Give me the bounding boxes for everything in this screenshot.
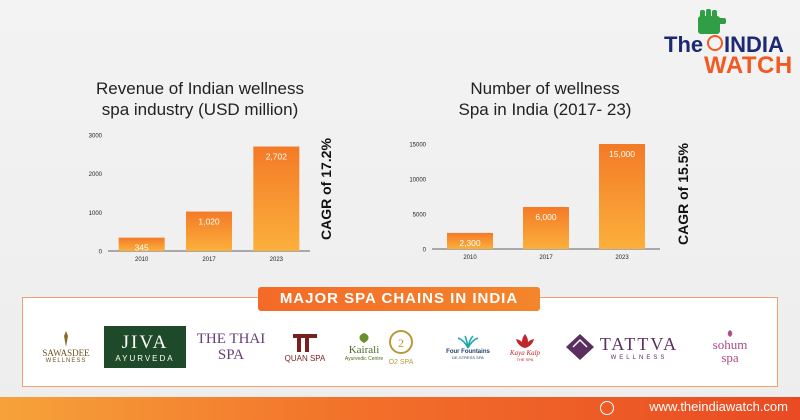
- brand-sub: WELLNESS: [45, 358, 87, 364]
- fountain-icon: [457, 334, 479, 348]
- bar: [599, 144, 645, 249]
- brand-logo-tattva: TATTVA WELLNESS: [556, 326, 686, 368]
- logo-chart-icon: [707, 35, 723, 51]
- x-tick-label: 2017: [539, 255, 553, 261]
- y-tick-label: 5000: [413, 213, 427, 219]
- bar: [447, 232, 493, 249]
- brand-logo-jiva: JIVA AYURVEDA: [104, 326, 186, 368]
- brand-logo-quan-spa: QUAN SPA: [276, 326, 334, 368]
- bar-value-label: 1,020: [198, 217, 220, 227]
- spa-chains-heading: MAJOR SPA CHAINS IN INDIA: [258, 287, 540, 311]
- quan-emblem-icon: [293, 333, 317, 352]
- lotus-small-icon: [727, 330, 733, 337]
- brand-logo-sawasdee: SAWASDEE WELLNESS: [34, 326, 98, 368]
- brand-logo-kaya-kalp: Kaya Kalp THE SPA: [500, 326, 550, 368]
- y-tick-label: 10000: [409, 178, 426, 184]
- bar-value-label: 2,702: [266, 152, 288, 162]
- bar-value-label: 345: [135, 243, 149, 253]
- brand-sub: AYURVEDA: [115, 353, 175, 363]
- brand-logo: The INDIA WATCH: [664, 8, 794, 79]
- globe-icon: [600, 401, 614, 415]
- y-tick-label: 0: [99, 250, 103, 256]
- footer-bar: www.theindiawatch.com: [0, 397, 800, 420]
- logo-watch: WATCH: [704, 52, 793, 79]
- logo-india: INDIA: [724, 32, 784, 57]
- x-tick-label: 2023: [270, 257, 284, 263]
- x-tick-label: 2023: [615, 255, 629, 261]
- footer-website-link[interactable]: www.theindiawatch.com: [649, 399, 788, 414]
- brand-name: SAWASDEE: [42, 348, 90, 358]
- svg-text:2: 2: [398, 336, 404, 350]
- bar-value-label: 2,300: [459, 238, 481, 248]
- x-tick-label: 2017: [202, 257, 216, 263]
- logo-the: The: [664, 32, 704, 57]
- dancer-icon: [64, 331, 68, 347]
- brand-logo-o2-spa: 2 O2 SPA: [386, 326, 416, 368]
- leaf-icon: [359, 333, 369, 343]
- brand-name: Kairali: [348, 344, 380, 356]
- brand-name: QUAN SPA: [284, 353, 326, 363]
- spa-count-chart-title: Number of wellness Spa in India (2017- 2…: [458, 79, 632, 119]
- brand-logo-thai-spa: THE THAI SPA: [192, 326, 270, 368]
- y-tick-label: 0: [423, 248, 427, 254]
- brand-name: Kaya Kalp: [509, 348, 541, 357]
- brand-sub: THE SPA: [516, 356, 534, 362]
- bar-value-label: 6,000: [535, 212, 557, 222]
- y-tick-label: 3000: [89, 134, 103, 140]
- brand-sub: Ayurvedic Centre: [344, 356, 384, 362]
- tattva-emblem-icon: [565, 334, 594, 360]
- brand-name: Four Fountains: [446, 348, 490, 355]
- brand-name: TATTVA: [599, 333, 679, 354]
- revenue-bar-chart: 0 1000 2000 3000 345 2010 1,020 2017 2,702 2023: [89, 134, 310, 263]
- brand-sub: spa: [721, 350, 739, 365]
- bar: [118, 237, 165, 251]
- lotus-icon: [516, 333, 534, 348]
- fist-icon: [698, 9, 726, 34]
- brand-logo-four-fountains: Four Fountains DE-STRESS SPA: [426, 326, 510, 368]
- brand-name: JIVA: [121, 331, 169, 353]
- spa-count-bar-chart: 0 5000 10000 15000 2,300 2010 6,000 2017 15,000 2…: [409, 143, 660, 261]
- bar: [253, 146, 300, 251]
- revenue-chart-title: Revenue of Indian wellness spa industry …: [96, 79, 304, 119]
- brand-logo-kairali: Kairali Ayurvedic Centre: [340, 326, 388, 368]
- brand-sub: DE-STRESS SPA: [452, 354, 484, 360]
- bar: [186, 211, 232, 251]
- x-tick-label: 2010: [135, 257, 149, 263]
- y-tick-label: 15000: [409, 143, 426, 149]
- brand-name: O2 SPA: [388, 358, 414, 366]
- o2-emblem-icon: 2: [389, 329, 413, 354]
- bar: [523, 207, 569, 249]
- y-tick-label: 1000: [89, 211, 103, 217]
- brand-sub: WELLNESS: [610, 354, 668, 361]
- brand-logo-sohum: sohum spa: [694, 326, 766, 368]
- x-tick-label: 2010: [463, 255, 477, 261]
- revenue-cagr-label: CAGR of 17.2%: [318, 138, 334, 240]
- spa-count-cagr-label: CAGR of 15.5%: [675, 143, 691, 245]
- y-tick-label: 2000: [89, 172, 103, 178]
- brand-name: sohum: [712, 337, 748, 352]
- brand-name: THE THAI SPA: [196, 331, 266, 363]
- bar-value-label: 15,000: [609, 149, 635, 159]
